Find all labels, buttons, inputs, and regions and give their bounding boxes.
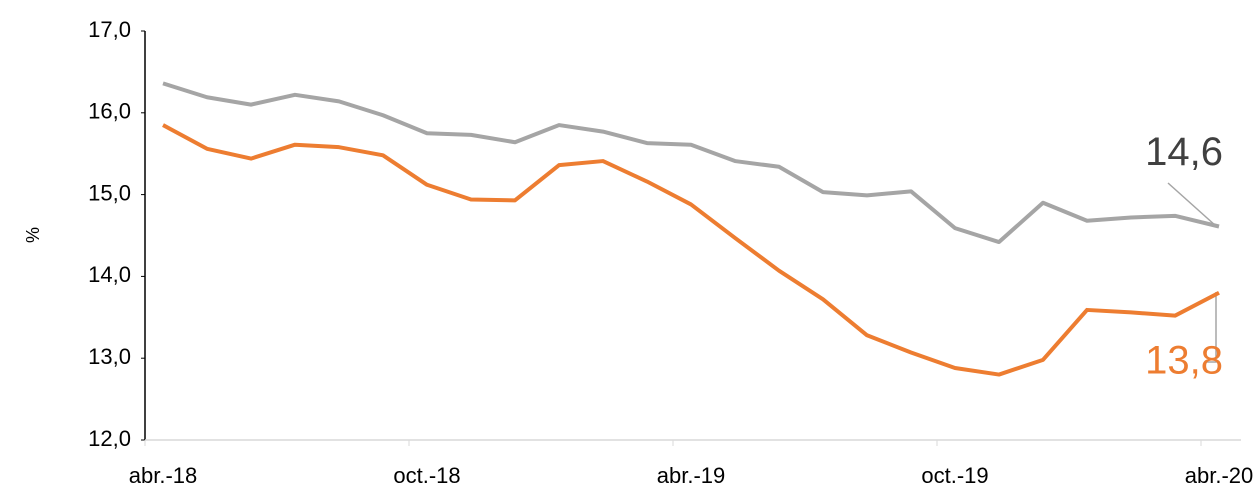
x-tick-label: abr.-19 — [657, 463, 726, 488]
x-tick-label: oct.-18 — [393, 463, 460, 488]
y-tick-label: 13,0 — [88, 344, 131, 369]
y-tick-label: 17,0 — [88, 17, 131, 42]
y-tick-label: 15,0 — [88, 180, 131, 205]
x-tick-label: oct.-19 — [921, 463, 988, 488]
x-tick-label: abr.-20 — [1185, 463, 1254, 488]
y-axis-label: % — [23, 227, 43, 243]
data-label: 13,8 — [1145, 338, 1223, 382]
x-tick-label: abr.-18 — [129, 463, 198, 488]
series-line — [162, 81, 1220, 245]
leader-line — [1167, 182, 1217, 227]
y-tick-label: 14,0 — [88, 262, 131, 287]
series-line — [162, 123, 1220, 377]
y-tick-label: 12,0 — [88, 426, 131, 451]
leader-line — [1205, 292, 1217, 363]
data-label: 14,6 — [1145, 130, 1223, 174]
y-tick-label: 16,0 — [88, 99, 131, 124]
